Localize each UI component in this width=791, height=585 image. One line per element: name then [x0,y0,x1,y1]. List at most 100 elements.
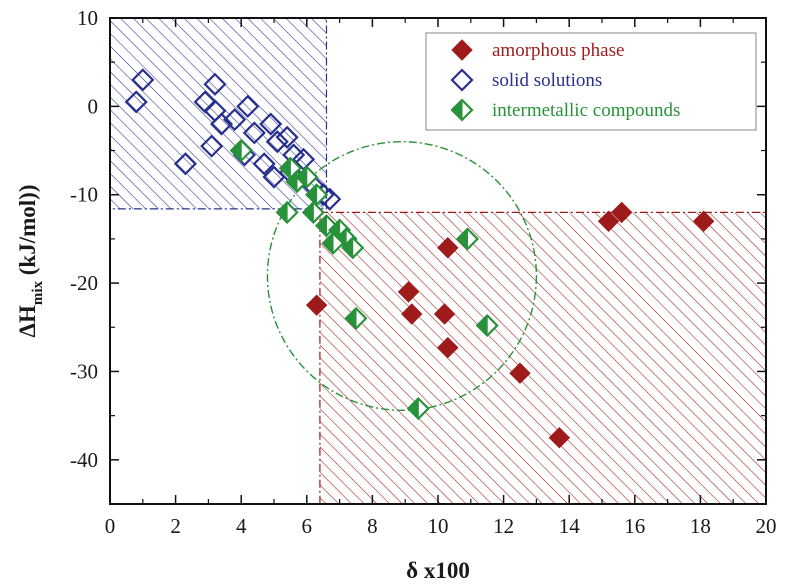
legend-marker-intermetallic-outline [450,98,474,122]
amorphous-point-7-shape [433,303,456,325]
y-tick-label: -20 [70,271,98,295]
amorphous-point-2-shape [692,210,715,232]
amorphous-point-6-shape [401,303,423,325]
legend-box [425,32,757,131]
amorphous-point-7 [433,303,456,325]
amorphous-point-9 [509,362,531,384]
solid-point-7-shape [173,152,197,176]
solid-point-16-shape [275,125,299,149]
amorphous-point-1 [610,201,633,224]
solid-point-10 [242,121,266,145]
x-tick-label: 18 [690,514,711,538]
amorphous-point-1-shape [610,201,633,224]
solid-point-2 [203,72,227,96]
solid-point-6 [200,134,224,158]
y-axis-title-rest: (kJ/mol)) [15,185,40,281]
amorphous-point-5 [397,281,420,303]
intermetallic-point-3 [275,200,299,224]
amorphous-point-5-shape [397,281,420,303]
intermetallic-point-14 [475,314,499,337]
intermetallic-point-11-outline [321,231,345,255]
x-axis-title: δ x100 [406,558,470,583]
solid-point-0 [131,68,155,92]
solid-point-8-shape [236,94,260,118]
intermetallic-point-5 [305,183,329,207]
amorphous-point-8-shape [437,336,459,359]
intermetallic-point-0-outline [229,139,253,162]
x-tick-label: 16 [624,514,645,538]
solid-point-14 [252,152,276,176]
amorphous-point-3-shape [437,237,459,259]
intermetallic-point-15-outline [406,397,430,420]
amorphous-point-0-shape [597,210,620,232]
amorphous-point-9-shape [509,362,531,384]
x-tick-label: 12 [493,514,514,538]
y-tick-label: -30 [70,359,98,383]
amorphous-point-6 [401,303,423,325]
intermetallic-point-14-outline [475,314,499,337]
y-tick-label: 10 [77,6,98,30]
solid-point-9-shape [223,108,247,132]
solid-point-14-shape [252,152,276,176]
solid-point-1 [124,90,148,114]
data-points [124,68,715,449]
intermetallic-point-13 [456,227,479,251]
solid-point-5 [209,112,234,136]
legend-label-intermetallic: intermetallic compounds [492,100,680,121]
x-tick-label: 8 [367,514,378,538]
solid-point-5-shape [209,112,234,136]
solid-point-8 [236,94,260,118]
legend-marker-amorphous-shape [451,39,473,61]
intermetallic-point-10 [341,236,365,260]
intermetallic-point-1-outline [278,156,302,180]
intermetallic-point-12 [344,307,368,330]
amorphous-point-10 [548,427,571,449]
amorphous-region [319,211,766,504]
solid-point-16 [275,125,299,149]
solid-point-6-shape [200,134,224,158]
intermetallic-point-6 [301,200,325,224]
y-tick-label: -10 [70,183,98,207]
legend-label-amorphous: amorphous phase [492,40,624,61]
x-tick-label: 4 [236,514,247,538]
intermetallic-point-4 [295,165,319,189]
y-axis-title-main: ΔH [15,305,40,337]
x-tick-label: 14 [559,514,581,538]
x-tick-label: 6 [302,514,313,538]
intermetallic-point-0 [229,139,253,162]
solid-point-7 [173,152,197,176]
intermetallic-ellipse [266,141,538,412]
intermetallic-point-3-outline [275,200,299,224]
x-tick-label: 2 [170,514,181,538]
solid-point-12 [259,112,283,136]
amorphous-point-4-shape [305,294,328,316]
solid-point-12-shape [259,112,283,136]
intermetallic-point-9-outline [334,227,358,251]
legend-marker-amorphous [451,39,473,61]
y-tick-label: 0 [88,94,99,118]
intermetallic-point-12-outline [344,307,368,330]
intermetallic-point-10-outline [341,236,365,260]
y-tick-label: -40 [70,448,98,472]
intermetallic-point-4-outline [295,165,319,189]
solid-point-2-shape [203,72,227,96]
solid-point-13-shape [265,130,289,154]
solid-point-9 [223,108,247,132]
amorphous-point-10-shape [548,427,571,449]
y-axis: 10 0 -10 -20 -30 -40 [70,6,766,472]
legend-label-solid: solid solutions [492,70,602,91]
amorphous-point-4 [305,294,328,316]
solid-point-10-shape [242,121,266,145]
legend-marker-solid-shape [450,68,474,92]
x-tick-label: 20 [756,514,777,538]
amorphous-point-2 [692,210,715,232]
legend-marker-intermetallic [450,98,474,122]
x-tick-label: 10 [428,514,449,538]
intermetallic-point-6-outline [301,200,325,224]
solid-point-1-shape [124,90,148,114]
intermetallic-point-13-outline [456,227,479,251]
amorphous-point-8 [437,336,459,359]
x-axis: 0 2 4 6 8 10 12 14 16 18 20 [105,18,777,538]
amorphous-point-0 [597,210,620,232]
